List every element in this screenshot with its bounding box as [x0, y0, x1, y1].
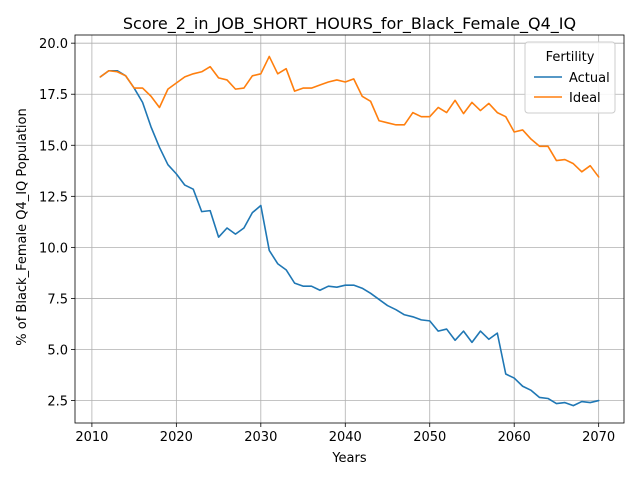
x-axis-ticks: 2010 2020 2030 2040 2050 2060 2070	[75, 423, 615, 445]
y-tick-label: 7.5	[47, 292, 68, 307]
chart-title: Score_2_in_JOB_SHORT_HOURS_for_Black_Fem…	[123, 14, 576, 34]
plot-frame	[74, 34, 625, 424]
legend: Fertility Actual Ideal	[524, 41, 616, 114]
x-tick-label: 2030	[244, 430, 277, 445]
x-tick-label: 2060	[498, 430, 531, 445]
legend-title: Fertility	[546, 50, 595, 65]
x-tick-label: 2010	[75, 430, 108, 445]
x-tick-label: 2020	[160, 430, 193, 445]
y-axis-label: % of Black_Female Q4_IQ Population	[15, 108, 30, 345]
legend-label-ideal: Ideal	[569, 91, 601, 106]
legend-label-actual: Actual	[569, 71, 610, 86]
y-tick-label: 10.0	[39, 241, 68, 256]
y-axis-ticks: 2.5 5.0 7.5 10.0 12.5 15.0 17.5 20.0	[39, 37, 75, 410]
y-tick-label: 2.5	[47, 395, 68, 410]
legend-box	[524, 41, 616, 114]
y-tick-label: 12.5	[39, 190, 68, 205]
series-line-actual	[99, 69, 600, 407]
y-tick-label: 20.0	[39, 37, 68, 52]
x-tick-label: 2070	[582, 430, 615, 445]
x-tick-label: 2040	[329, 430, 362, 445]
series-line-ideal	[99, 55, 600, 178]
y-tick-label: 15.0	[39, 139, 68, 154]
x-tick-label: 2050	[413, 430, 446, 445]
series-layer	[99, 55, 600, 407]
y-tick-label: 5.0	[47, 343, 68, 358]
x-axis-label: Years	[331, 451, 367, 466]
y-tick-label: 17.5	[39, 88, 68, 103]
